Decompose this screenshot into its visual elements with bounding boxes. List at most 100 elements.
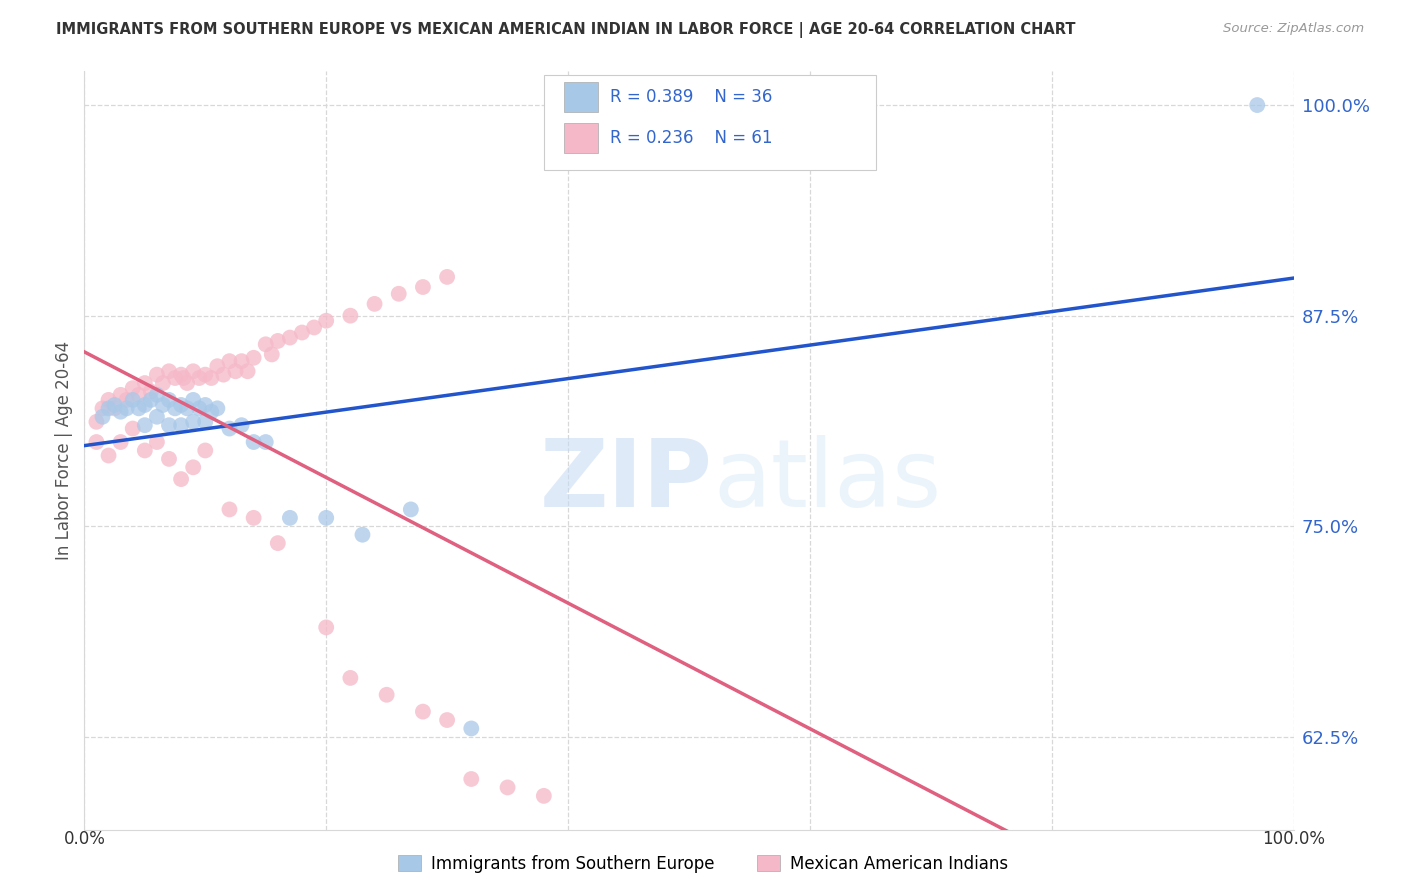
Point (146, 368, 169, 382)
Point (134, 398, 156, 412)
Point (115, 401, 138, 416)
Point (436, 269, 458, 284)
Point (302, 320, 325, 334)
Point (533, 789, 555, 803)
Point (176, 376, 198, 390)
Point (176, 401, 198, 416)
Point (139, 384, 162, 399)
Point (152, 398, 174, 412)
Point (194, 368, 217, 382)
Point (388, 286, 411, 301)
Point (152, 376, 174, 390)
Point (436, 713, 458, 727)
Point (165, 371, 187, 385)
Point (188, 371, 211, 385)
FancyBboxPatch shape (544, 75, 876, 170)
Point (267, 334, 290, 348)
Bar (564, 82, 599, 112)
Point (412, 280, 434, 294)
Point (157, 418, 180, 433)
Point (278, 330, 301, 344)
Point (146, 409, 169, 424)
Point (207, 359, 229, 374)
Point (97, 392, 120, 407)
Point (170, 472, 193, 486)
Point (315, 511, 337, 525)
Point (121, 392, 143, 407)
Point (146, 435, 169, 450)
Point (194, 398, 217, 412)
Text: R = 0.236    N = 61: R = 0.236 N = 61 (610, 128, 773, 147)
Point (134, 443, 156, 458)
Point (352, 527, 374, 541)
Point (200, 371, 222, 385)
Point (375, 688, 398, 702)
Text: atlas: atlas (713, 434, 942, 527)
Point (134, 418, 156, 433)
Text: ZIP: ZIP (540, 434, 713, 527)
Point (146, 388, 169, 402)
Point (134, 376, 156, 390)
Point (231, 418, 253, 433)
Point (339, 309, 361, 323)
Text: IMMIGRANTS FROM SOUTHERN EUROPE VS MEXICAN AMERICAN INDIAN IN LABOR FORCE | AGE : IMMIGRANTS FROM SOUTHERN EUROPE VS MEXIC… (56, 22, 1076, 38)
Point (157, 364, 180, 378)
Point (115, 392, 138, 407)
Point (242, 351, 264, 365)
Point (157, 451, 180, 466)
Point (260, 347, 283, 361)
Point (165, 401, 187, 416)
Point (110, 388, 132, 402)
Point (170, 418, 193, 433)
Point (97, 401, 120, 416)
Point (200, 405, 222, 419)
Point (181, 392, 204, 407)
Text: R = 0.389    N = 36: R = 0.389 N = 36 (610, 88, 773, 106)
Point (254, 337, 277, 351)
Point (104, 398, 127, 412)
Point (218, 502, 240, 516)
Point (170, 398, 193, 412)
Point (128, 388, 150, 402)
Point (399, 502, 422, 516)
Point (86, 435, 108, 450)
Point (207, 401, 229, 416)
Point (236, 364, 259, 378)
Text: 100.0%: 100.0% (1263, 830, 1324, 847)
Point (267, 536, 290, 550)
Point (242, 511, 264, 525)
Point (104, 401, 127, 416)
Point (181, 460, 204, 475)
Point (121, 381, 143, 395)
Point (173, 371, 195, 385)
Legend: Immigrants from Southern Europe, Mexican American Indians: Immigrants from Southern Europe, Mexican… (391, 848, 1015, 880)
Point (291, 326, 314, 340)
Point (218, 421, 240, 435)
Point (460, 772, 482, 786)
Point (339, 671, 361, 685)
Point (170, 368, 193, 382)
Point (181, 415, 204, 429)
Point (139, 392, 162, 407)
Point (91, 401, 114, 416)
Point (278, 511, 301, 525)
Point (231, 354, 253, 368)
Point (110, 405, 132, 419)
Point (128, 401, 150, 416)
Point (181, 364, 204, 378)
Point (218, 354, 240, 368)
Point (1246, 98, 1268, 112)
Bar (564, 123, 599, 153)
Point (121, 421, 143, 435)
Text: Source: ZipAtlas.com: Source: ZipAtlas.com (1223, 22, 1364, 36)
Point (194, 415, 217, 429)
Point (91, 409, 114, 424)
Point (194, 443, 217, 458)
Point (496, 780, 519, 795)
Point (225, 364, 247, 378)
Point (460, 722, 482, 736)
Point (254, 435, 277, 450)
Point (412, 705, 434, 719)
Point (188, 401, 211, 416)
Point (97, 449, 120, 463)
